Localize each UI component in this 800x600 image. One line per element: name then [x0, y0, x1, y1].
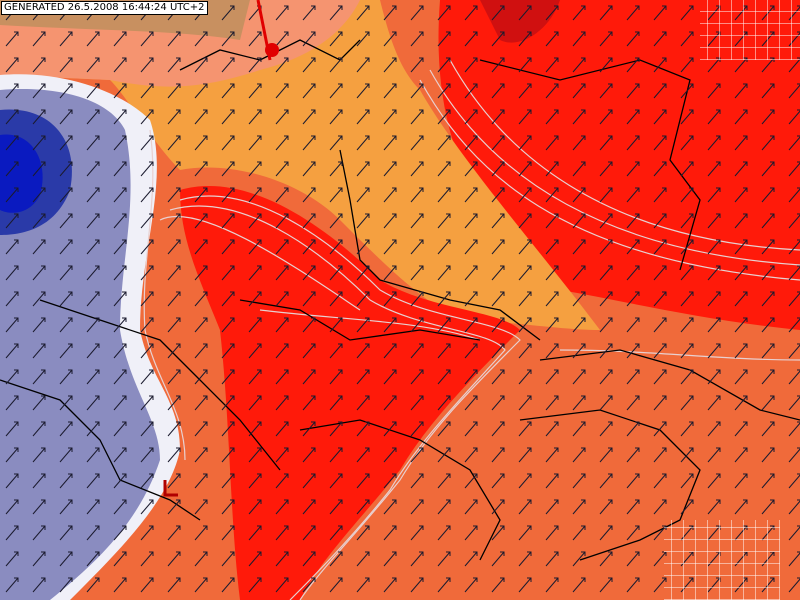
- grid-box: [664, 520, 780, 600]
- grid-box: [700, 0, 800, 60]
- marker: [265, 43, 279, 57]
- generated-stamp: GENERATED 26.5.2008 16:44:24 UTC+2: [1, 1, 208, 15]
- low-marker: [163, 480, 178, 497]
